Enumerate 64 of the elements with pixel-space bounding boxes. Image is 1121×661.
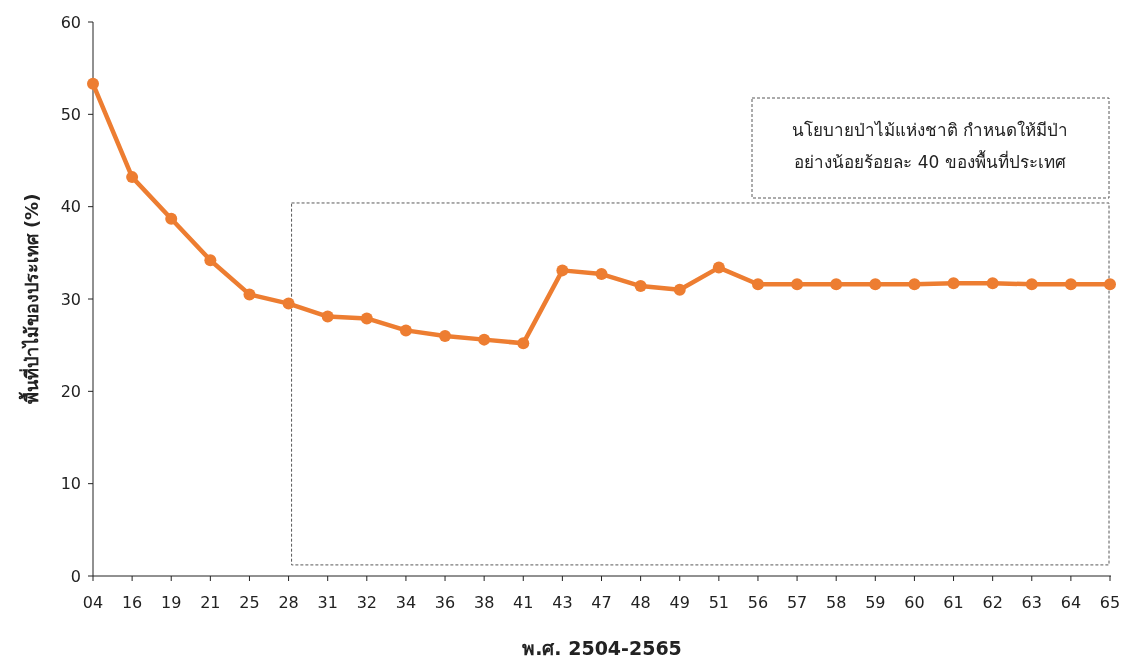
point (360, 312, 373, 325)
x-tick-label: 56 (747, 593, 769, 612)
y-tick-label: 20 (60, 381, 81, 401)
x-tick-label: 31 (317, 593, 338, 612)
x-tick-label: 36 (434, 593, 456, 612)
x-tick-label: 28 (278, 593, 299, 612)
x-tick-label: 51 (708, 593, 730, 612)
x-axis-title: พ.ศ. 2504-2565 (522, 637, 682, 659)
point (556, 264, 569, 277)
point (282, 297, 295, 310)
point (87, 77, 99, 90)
point (165, 212, 178, 225)
point (517, 337, 530, 350)
x-tick-label: 63 (1021, 593, 1042, 612)
x-tick-label: 21 (200, 593, 221, 612)
point (595, 268, 608, 281)
y-tick-label: 30 (60, 289, 81, 309)
x-tick-label: 32 (356, 593, 377, 612)
y-tick-label: 60 (60, 12, 81, 32)
y-axis-title: พื้นที่ป่าไม้ของประเทศ (%) (18, 193, 42, 405)
x-tick-label: 48 (630, 593, 651, 612)
x-tick-label: 04 (82, 593, 104, 612)
x-tick-label: 61 (943, 593, 964, 612)
point (1025, 278, 1038, 291)
point (439, 329, 452, 342)
annotation: นโยบายป่าไม้แห่งชาติ กำหนดให้มีป่า อย่างน้อยร้อยละ 40 ของพื้นที่ประเทศ (791, 120, 1069, 172)
point (399, 324, 412, 337)
y-tick-label: 0 (70, 566, 81, 586)
point (869, 278, 882, 291)
point (243, 288, 256, 301)
x-tick-label: 60 (904, 593, 925, 612)
point (126, 171, 139, 184)
x-tick-label: 64 (1060, 593, 1082, 612)
point (1104, 278, 1116, 291)
x-tick-label: 41 (513, 593, 534, 612)
point (908, 278, 921, 291)
point (751, 278, 764, 291)
point (791, 278, 804, 291)
x-tick-label: 59 (865, 593, 886, 612)
x-tick-label: 58 (826, 593, 847, 612)
point (986, 277, 999, 290)
x-tick-label: 43 (552, 593, 573, 612)
y-tick-label: 40 (60, 197, 81, 217)
point (830, 278, 843, 291)
point (673, 283, 686, 296)
x-tick-label: 57 (786, 593, 808, 612)
x-tick-label: 38 (473, 593, 495, 612)
x-tick-label: 65 (1099, 593, 1121, 612)
x-tick-label: 16 (121, 593, 143, 612)
point (204, 254, 217, 267)
x-tick-label: 49 (669, 593, 690, 612)
y-tick-label: 50 (60, 104, 81, 124)
x-tick-label: 25 (239, 593, 260, 612)
x-tick-label: 34 (395, 593, 417, 612)
x-tick-label: 19 (161, 593, 182, 612)
y-tick-label: 10 (60, 474, 81, 494)
point (712, 261, 725, 274)
point (947, 277, 960, 290)
x-tick-label: 47 (591, 593, 612, 612)
point (1064, 278, 1077, 291)
point (478, 333, 491, 346)
point (634, 280, 647, 293)
point (321, 310, 334, 323)
x-tick-label: 62 (982, 593, 1003, 612)
